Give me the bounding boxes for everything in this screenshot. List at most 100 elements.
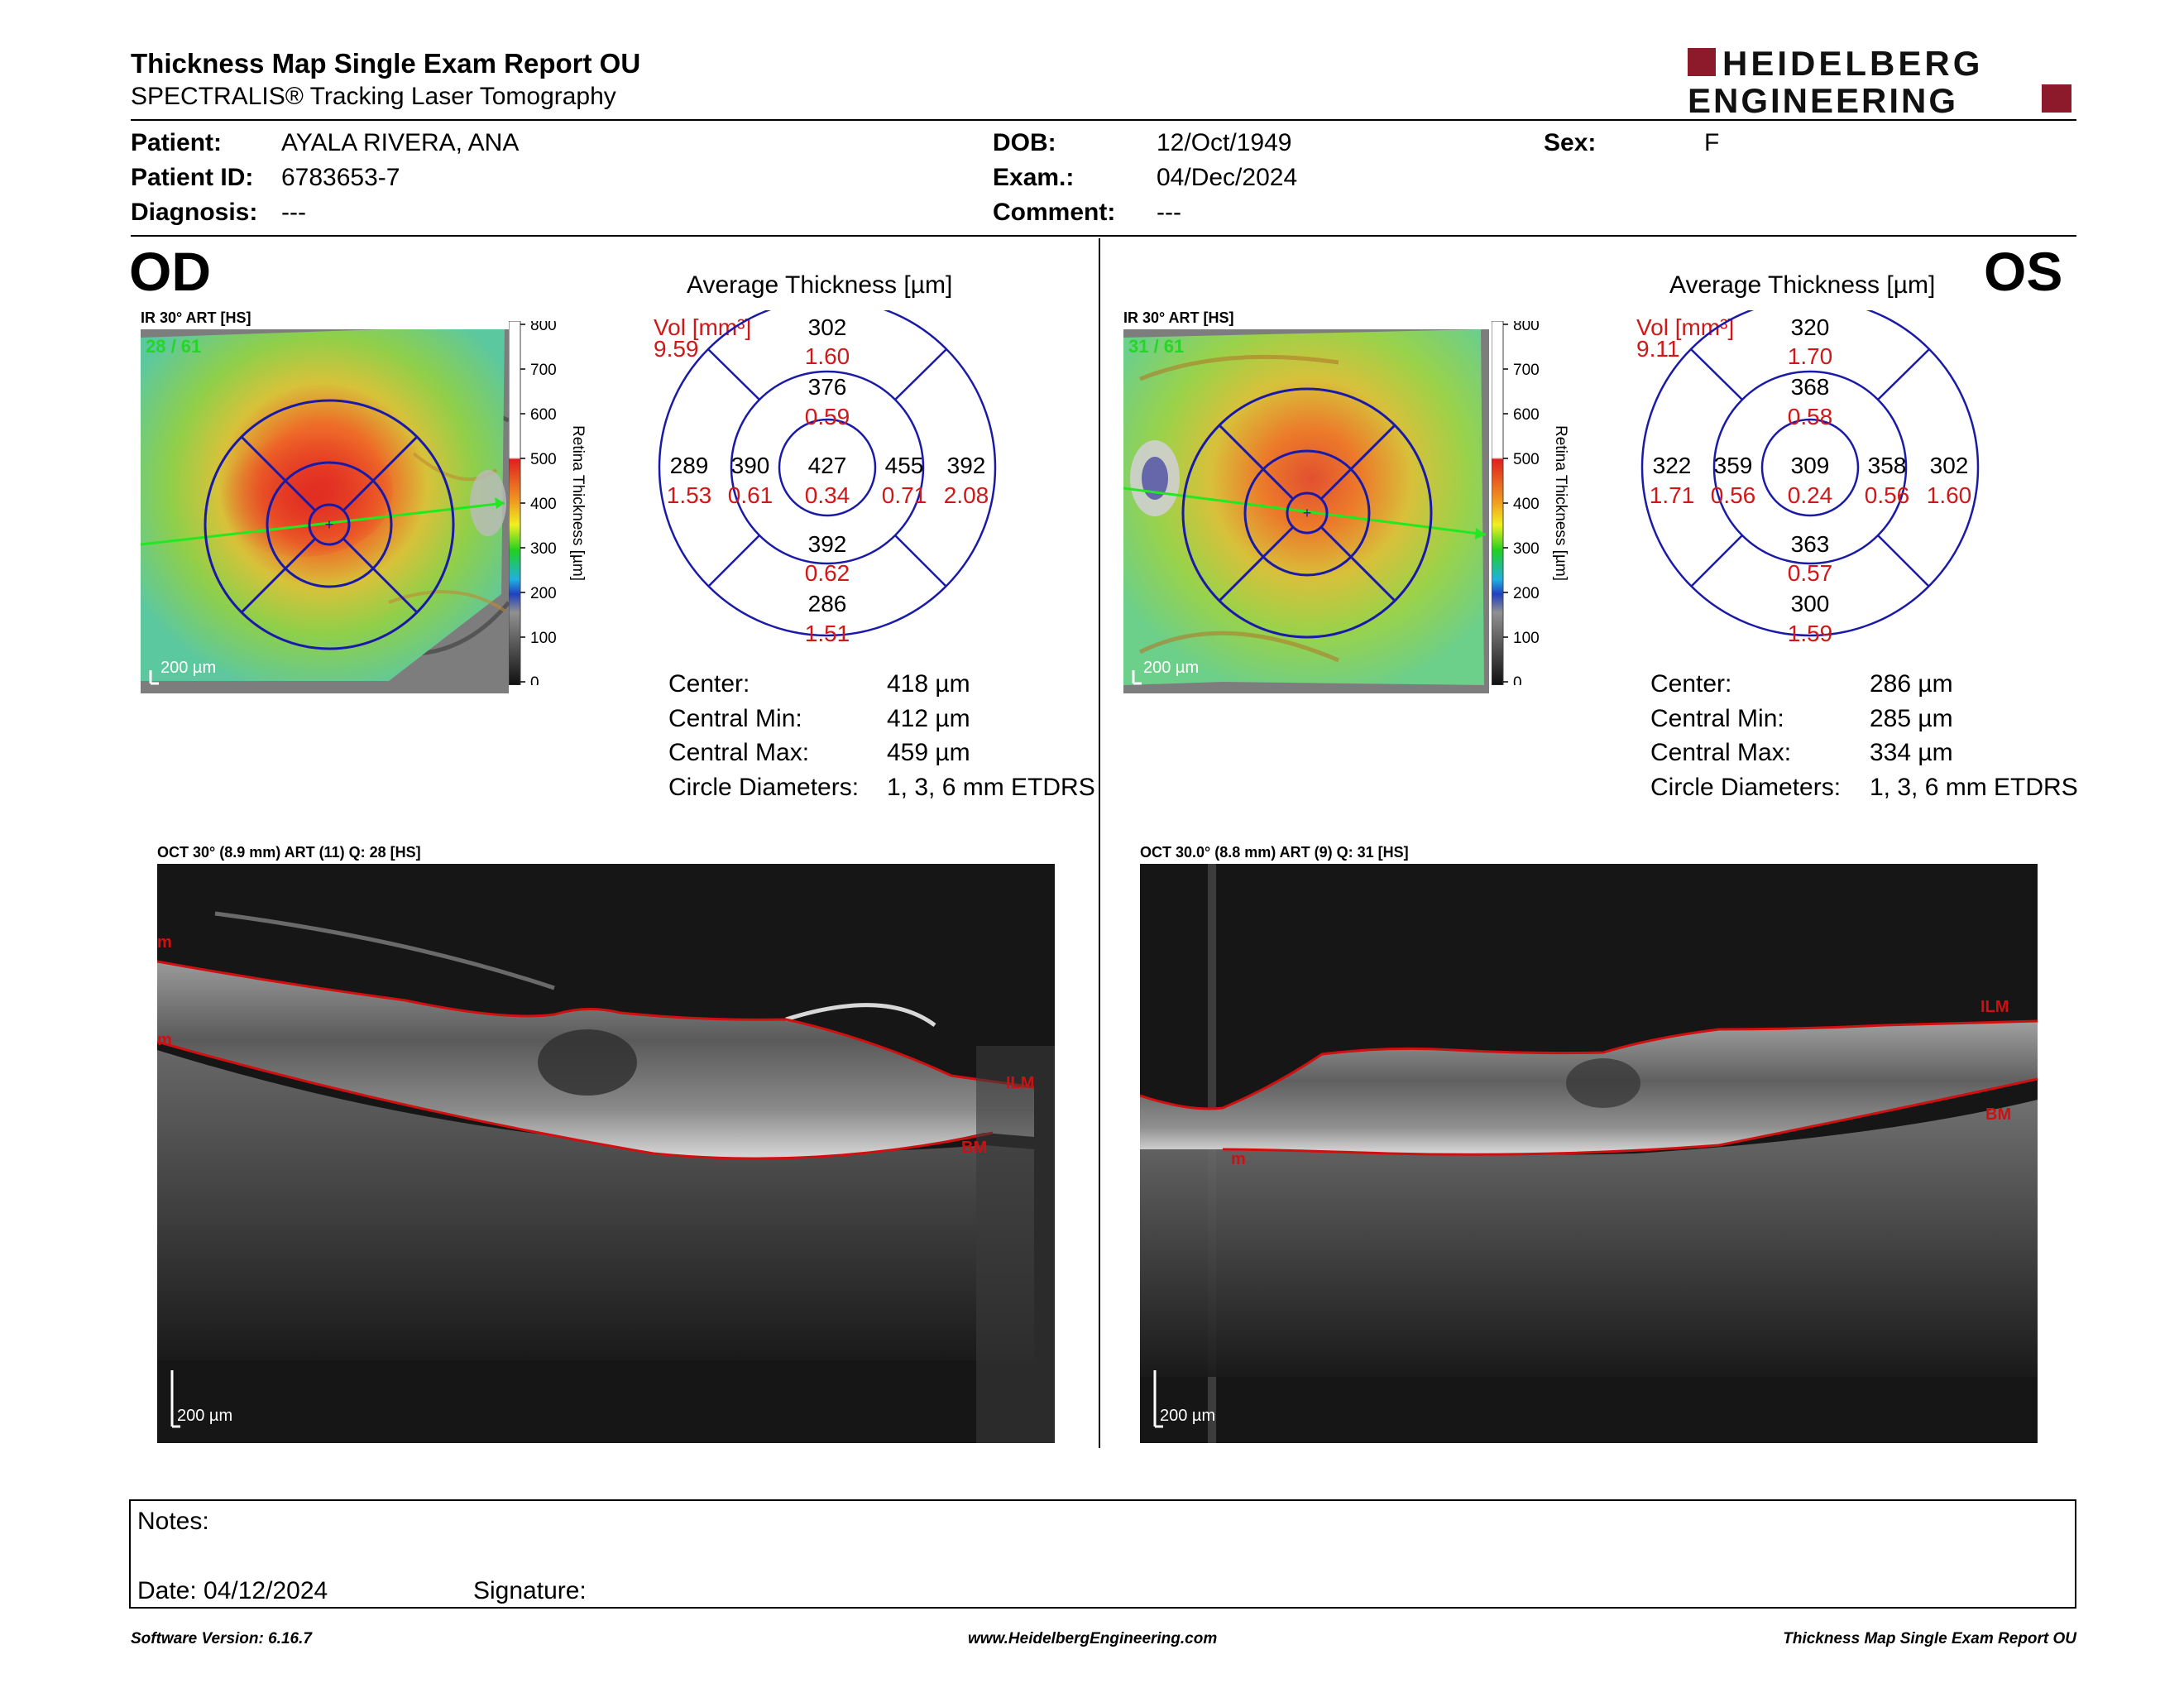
info-divider (131, 235, 2076, 237)
os-fundus-scale: 200 µm (1143, 659, 1200, 677)
od-colorbar-svg: 800 700 600 500 400 300 200 100 0 Retina Thicknes… (508, 317, 587, 692)
colorbar-tick-label: 400 (1513, 496, 1540, 513)
od-ilm-label: ILM (1006, 1074, 1035, 1092)
os-bm-label: BM (1985, 1105, 2012, 1124)
colorbar-tick-label: 700 (1513, 362, 1540, 379)
od-inner-nasal-thickness: 455 (885, 453, 924, 478)
od-outer-inferior-thickness: 286 (808, 591, 847, 616)
colorbar-tick-label: 0 (530, 674, 539, 685)
report-title: Thickness Map Single Exam Report OU (131, 48, 641, 79)
colorbar-tick-label: 100 (1513, 630, 1540, 647)
od-circ-value: 1, 3, 6 mm ETDRS (887, 774, 1095, 801)
colorbar-axis-label: Retina Thickness [µm] (569, 425, 587, 581)
software-version: Software Version: 6.16.7 (131, 1630, 312, 1647)
os-outer-nasal-volume: 1.60 (1927, 482, 1972, 508)
exam-value: 04/Dec/2024 (1157, 164, 1298, 191)
os-circ-value: 1, 3, 6 mm ETDRS (1870, 774, 2078, 801)
patient-label: Patient: (131, 129, 223, 156)
website-link[interactable]: www.HeidelbergEngineering.com (968, 1630, 1218, 1647)
os-quality-score: 31 / 61 (1128, 336, 1185, 357)
os-outer-inferior-thickness: 300 (1791, 591, 1830, 616)
od-outer-inferior-volume: 1.51 (805, 621, 850, 646)
logo-square-bottom (2042, 84, 2071, 113)
os-outer-superior-thickness: 320 (1791, 314, 1830, 340)
os-inner-superior-thickness: 368 (1791, 374, 1830, 400)
os-max-value: 334 µm (1870, 739, 1953, 766)
od-ir-caption: IR 30° ART [HS] (141, 309, 251, 326)
od-oct-scale: 200 µm (177, 1407, 233, 1425)
os-vol-value: 9.11 (1636, 336, 1680, 362)
diagnosis-label: Diagnosis: (131, 199, 258, 226)
colorbar-tick-label: 600 (1513, 406, 1540, 424)
os-outer-temporal-thickness: 322 (1653, 453, 1692, 478)
od-center-value: 418 µm (887, 670, 970, 698)
os-avg-title: Average Thickness [µm] (1669, 271, 1936, 299)
os-inner-temporal-thickness: 359 (1714, 453, 1753, 478)
header-divider (131, 119, 2076, 121)
od-vol-value: 9.59 (654, 336, 699, 362)
od-outer-nasal-volume: 2.08 (944, 482, 989, 508)
os-fundus-image: + (1123, 329, 1489, 693)
signature-label: Signature: (473, 1577, 587, 1604)
od-max-value: 459 µm (887, 739, 970, 766)
diagnosis-value: --- (281, 199, 306, 226)
colorbar-tick-label: 0 (1513, 674, 1522, 685)
colorbar-tick-label: 300 (530, 540, 557, 558)
od-inner-superior-volume: 0.59 (805, 404, 850, 429)
patient-id-label: Patient ID: (131, 164, 254, 191)
colorbar-tick-label: 400 (530, 496, 557, 513)
od-etdrs-chart (658, 298, 997, 650)
patient-id: 6783653-7 (281, 164, 400, 191)
colorbar-tick-label: 600 (530, 406, 557, 424)
colorbar-tick-label: 300 (1513, 540, 1540, 558)
footer-report-name: Thickness Map Single Exam Report OU (1783, 1630, 2076, 1647)
notes-box[interactable]: Notes: Date: 04/12/2024 Signature: (129, 1499, 2076, 1609)
os-outer-inferior-volume: 1.59 (1788, 621, 1833, 646)
os-colorbar: 800 700 600 500 400 300 200 100 0 Retina Thicknes… (1491, 317, 1574, 692)
od-inner-inferior-thickness: 392 (808, 531, 847, 557)
colorbar-tick-label: 700 (530, 362, 557, 379)
od-center-volume: 0.34 (805, 482, 850, 508)
comment-label: Comment: (993, 199, 1116, 226)
od-inner-superior-thickness: 376 (808, 374, 847, 400)
od-inner-inferior-volume: 0.62 (805, 560, 850, 586)
notes-label: Notes: (137, 1508, 209, 1535)
os-oct-scan (1140, 864, 2038, 1443)
od-quality-score: 28 / 61 (146, 336, 202, 357)
os-oct-caption: OCT 30.0° (8.8 mm) ART (9) Q: 31 [HS] (1140, 844, 1409, 861)
od-m-label-2: m (157, 1031, 172, 1049)
os-colorbar-svg: 800 700 600 500 400 300 200 100 0 Retina Thicknes… (1491, 317, 1569, 692)
od-bm-label: BM (961, 1139, 988, 1157)
svg-text:+: + (325, 516, 334, 533)
os-min-value: 285 µm (1870, 705, 1953, 732)
heidelberg-logo: HEIDELBERG ENGINEERING (1688, 46, 2071, 117)
od-center-label: Center: (668, 670, 750, 698)
dob-value: 12/Oct/1949 (1157, 129, 1292, 156)
od-fundus-image: + (141, 329, 509, 693)
os-center-thickness: 309 (1791, 453, 1830, 478)
colorbar-tick-label: 200 (530, 585, 557, 602)
od-min-label: Central Min: (668, 705, 802, 732)
od-avg-title: Average Thickness [µm] (687, 271, 953, 299)
od-colorbar: 800 700 600 500 400 300 200 100 0 Retina Thicknes… (508, 317, 592, 692)
os-center-value: 286 µm (1870, 670, 1953, 698)
sex-value: F (1704, 129, 1720, 156)
os-outer-nasal-thickness: 302 (1930, 453, 1969, 478)
os-circ-label: Circle Diameters: (1650, 774, 1842, 801)
od-outer-temporal-thickness: 289 (670, 453, 709, 478)
od-oct-scan (157, 864, 1055, 1443)
od-fundus-etdrs-grid (204, 399, 455, 650)
logo-text-line1: HEIDELBERG (1722, 46, 1983, 83)
os-inner-nasal-thickness: 358 (1868, 453, 1907, 478)
od-center-thickness: 427 (808, 453, 847, 478)
os-ir-caption: IR 30° ART [HS] (1123, 309, 1234, 326)
os-m-label: m (1231, 1150, 1246, 1168)
os-outer-temporal-volume: 1.71 (1650, 482, 1695, 508)
colorbar-tick-label: 800 (530, 321, 557, 334)
os-ilm-label: ILM (1980, 998, 2009, 1016)
od-eye-label: OD (129, 241, 211, 302)
sex-label: Sex: (1544, 129, 1597, 156)
os-min-label: Central Min: (1650, 705, 1784, 732)
os-fundus-etdrs-grid (1181, 387, 1433, 639)
colorbar-tick-label: 100 (530, 630, 557, 647)
